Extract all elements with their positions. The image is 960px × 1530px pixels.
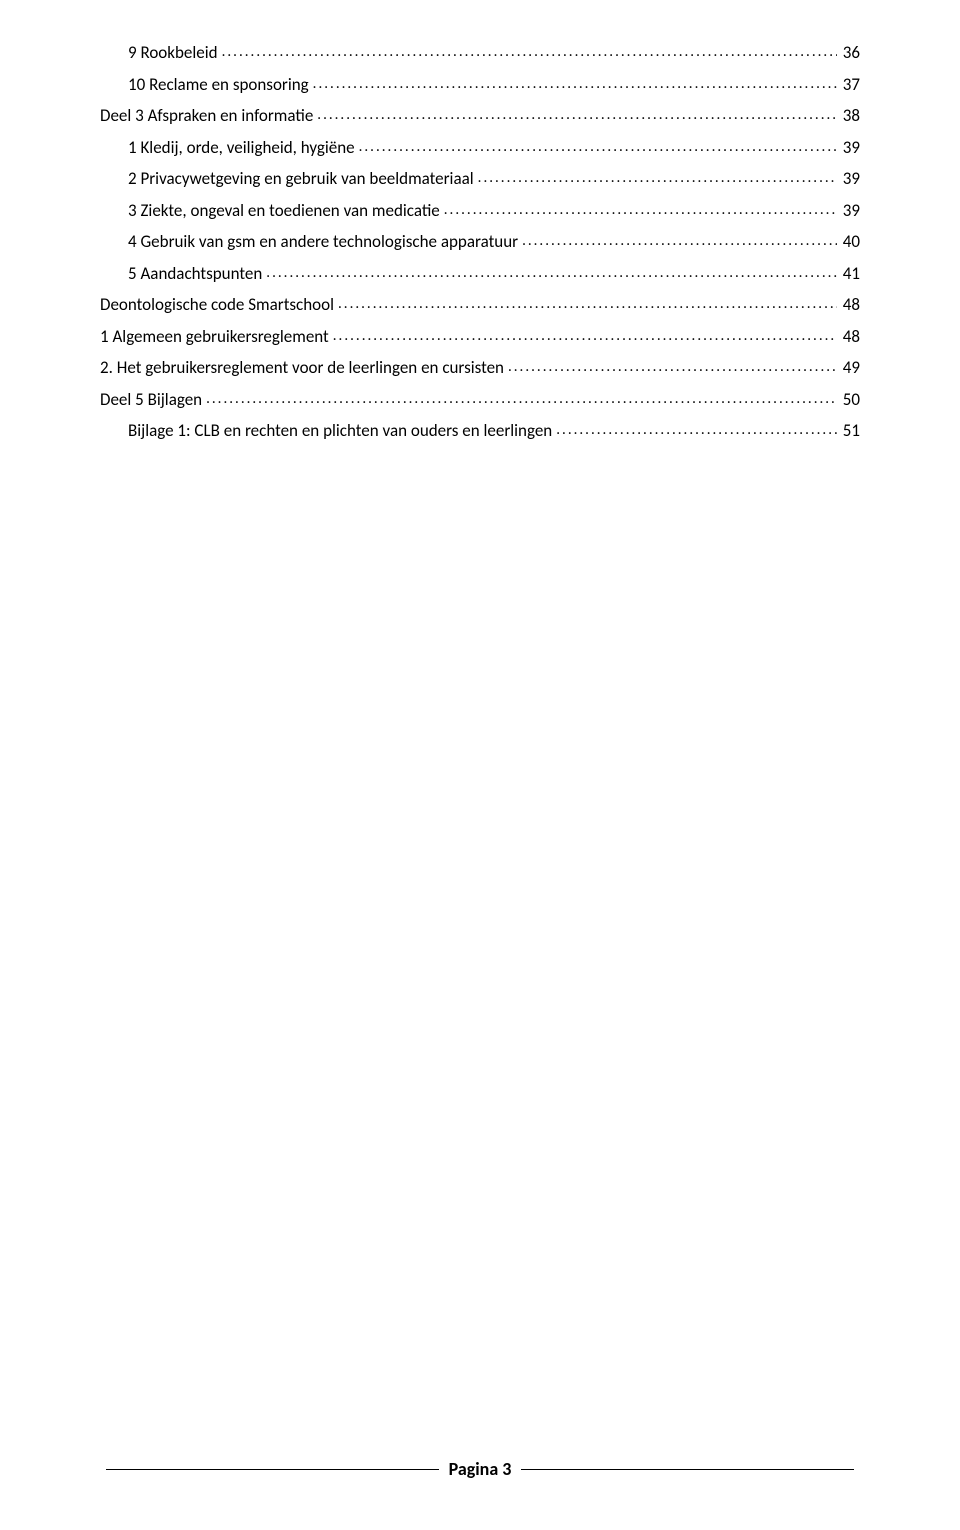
toc-entry: Bijlage 1: CLB en rechten en plichten va… xyxy=(100,418,860,444)
toc-entry: 10 Reclame en sponsoring 37 xyxy=(100,72,860,98)
toc-label: 1 Algemeen gebruikersreglement xyxy=(100,324,333,350)
toc-page-number: 48 xyxy=(837,292,860,318)
toc-label: Deel 3 Afspraken en informatie xyxy=(100,103,317,129)
toc-leader xyxy=(222,38,837,64)
table-of-contents: 9 Rookbeleid 36 10 Reclame en sponsoring… xyxy=(100,40,860,444)
toc-entry: 2. Het gebruikersreglement voor de leerl… xyxy=(100,355,860,381)
toc-page-number: 40 xyxy=(837,229,860,255)
toc-leader xyxy=(333,322,837,348)
toc-label: 10 Reclame en sponsoring xyxy=(128,72,313,98)
toc-label: 2 Privacywetgeving en gebruik van beeldm… xyxy=(128,166,478,192)
toc-label: 9 Rookbeleid xyxy=(128,40,222,66)
toc-entry: 4 Gebruik van gsm en andere technologisc… xyxy=(100,229,860,255)
toc-leader xyxy=(508,353,837,379)
toc-page-number: 36 xyxy=(837,40,860,66)
footer-rule: Pagina 3 xyxy=(100,1458,860,1480)
toc-label: 5 Aandachtspunten xyxy=(128,261,266,287)
toc-page-number: 38 xyxy=(837,103,860,129)
toc-page-number: 48 xyxy=(837,324,860,350)
toc-leader xyxy=(338,290,837,316)
page-footer: Pagina 3 xyxy=(100,1458,860,1480)
toc-page-number: 37 xyxy=(837,72,860,98)
toc-page-number: 50 xyxy=(837,387,860,413)
toc-label: Bijlage 1: CLB en rechten en plichten va… xyxy=(128,418,556,444)
page-number: Pagina 3 xyxy=(445,1458,516,1480)
toc-entry: 2 Privacywetgeving en gebruik van beeldm… xyxy=(100,166,860,192)
toc-leader xyxy=(444,196,837,222)
toc-label: Deontologische code Smartschool xyxy=(100,292,338,318)
page: 9 Rookbeleid 36 10 Reclame en sponsoring… xyxy=(0,0,960,1530)
toc-entry: Deontologische code Smartschool 48 xyxy=(100,292,860,318)
toc-entry: 1 Kledij, orde, veiligheid, hygiëne 39 xyxy=(100,135,860,161)
toc-page-number: 39 xyxy=(837,135,860,161)
toc-page-number: 49 xyxy=(837,355,860,381)
toc-label: 4 Gebruik van gsm en andere technologisc… xyxy=(128,229,522,255)
toc-entry: Deel 3 Afspraken en informatie 38 xyxy=(100,103,860,129)
toc-page-number: 39 xyxy=(837,198,860,224)
toc-leader xyxy=(313,70,837,96)
toc-page-number: 41 xyxy=(837,261,860,287)
toc-leader xyxy=(359,133,837,159)
toc-leader xyxy=(522,227,837,253)
toc-leader xyxy=(266,259,836,285)
toc-leader xyxy=(478,164,837,190)
toc-entry: 9 Rookbeleid 36 xyxy=(100,40,860,66)
toc-entry: 3 Ziekte, ongeval en toedienen van medic… xyxy=(100,198,860,224)
toc-entry: 1 Algemeen gebruikersreglement 48 xyxy=(100,324,860,350)
toc-page-number: 39 xyxy=(837,166,860,192)
toc-label: 2. Het gebruikersreglement voor de leerl… xyxy=(100,355,508,381)
toc-page-number: 51 xyxy=(837,418,860,444)
toc-label: Deel 5 Bijlagen xyxy=(100,387,206,413)
toc-label: 3 Ziekte, ongeval en toedienen van medic… xyxy=(128,198,444,224)
toc-leader xyxy=(317,101,836,127)
toc-label: 1 Kledij, orde, veiligheid, hygiëne xyxy=(128,135,359,161)
toc-leader xyxy=(556,416,837,442)
toc-entry: 5 Aandachtspunten 41 xyxy=(100,261,860,287)
toc-leader xyxy=(206,385,837,411)
toc-entry: Deel 5 Bijlagen 50 xyxy=(100,387,860,413)
